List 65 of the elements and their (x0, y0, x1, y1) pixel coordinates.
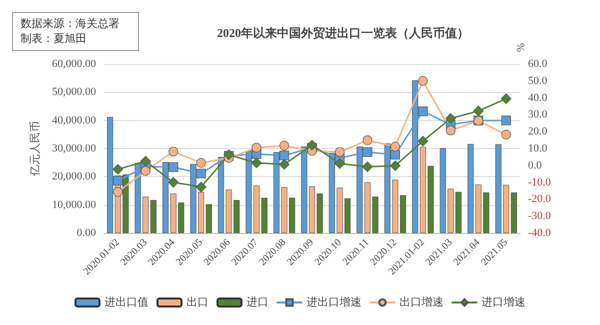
point (446, 126, 456, 136)
y2-tick-label: 50.0 (528, 74, 548, 87)
y-tick-label: 30,000.00 (52, 142, 96, 154)
point (334, 158, 346, 169)
point (418, 76, 428, 86)
legend-label: 进口增速 (482, 296, 526, 308)
point (168, 177, 179, 188)
y2-tick-label: 60.0 (528, 58, 548, 70)
point (279, 150, 290, 160)
y2-tick-label: 0.0 (528, 159, 542, 172)
point (390, 160, 400, 172)
point (418, 106, 428, 116)
bar (468, 144, 474, 233)
y-tick-label: 0.00 (76, 227, 96, 239)
point (140, 156, 151, 166)
y-tick-label: 20,000.00 (52, 170, 96, 183)
y-tick-label: 40,000.00 (52, 114, 96, 126)
point (501, 130, 511, 140)
legend-label: 进出口值 (104, 296, 148, 308)
y2-tick-label: 40.0 (528, 92, 548, 104)
point (168, 162, 178, 172)
point (362, 147, 372, 157)
text: 制表：夏旭田 (20, 32, 86, 45)
bar (150, 200, 156, 233)
y2-tick-label: -30.0 (528, 210, 552, 222)
point (279, 140, 290, 150)
point (334, 147, 345, 157)
point (445, 113, 456, 124)
legend-label: 出口 (186, 296, 208, 308)
y-tick-label: 10,000.00 (52, 198, 96, 211)
y2-tick-label: -10.0 (528, 176, 552, 188)
y-tick-label: 50,000.00 (52, 86, 96, 98)
legend-label: 进出口增速 (306, 296, 362, 308)
y-axis-title: 亿元人民币 (28, 121, 42, 177)
point (306, 140, 318, 150)
point (473, 106, 484, 116)
point (500, 93, 512, 104)
y2-tick-label: -20.0 (528, 193, 552, 206)
point (390, 142, 400, 152)
y2-tick-label: 30.0 (528, 108, 548, 121)
y2-axis-title: % (514, 42, 526, 52)
source-note: 数据来源：海关总署 (20, 17, 120, 30)
chart-title: 2020年以来中国外贸进出口一览表（人民币值） (217, 26, 469, 40)
point (418, 136, 428, 146)
legend-label: 出口增速 (400, 296, 444, 308)
y2-tick-label: 20.0 (528, 126, 548, 138)
point (278, 159, 290, 170)
point (113, 176, 123, 186)
point (362, 135, 372, 146)
point (113, 187, 123, 197)
point (251, 158, 262, 168)
point (140, 166, 150, 176)
y-tick-label: 60,000.00 (52, 58, 96, 70)
y2-tick-label: -40.0 (528, 227, 552, 239)
legend-label: 进口 (246, 296, 268, 308)
point (112, 164, 124, 175)
point (252, 142, 262, 152)
point (390, 150, 400, 160)
point (196, 158, 206, 168)
point (196, 168, 206, 178)
point (501, 116, 511, 126)
point (196, 182, 206, 192)
point (168, 146, 178, 156)
y2-tick-label: 10.0 (528, 142, 548, 154)
point (362, 161, 373, 172)
